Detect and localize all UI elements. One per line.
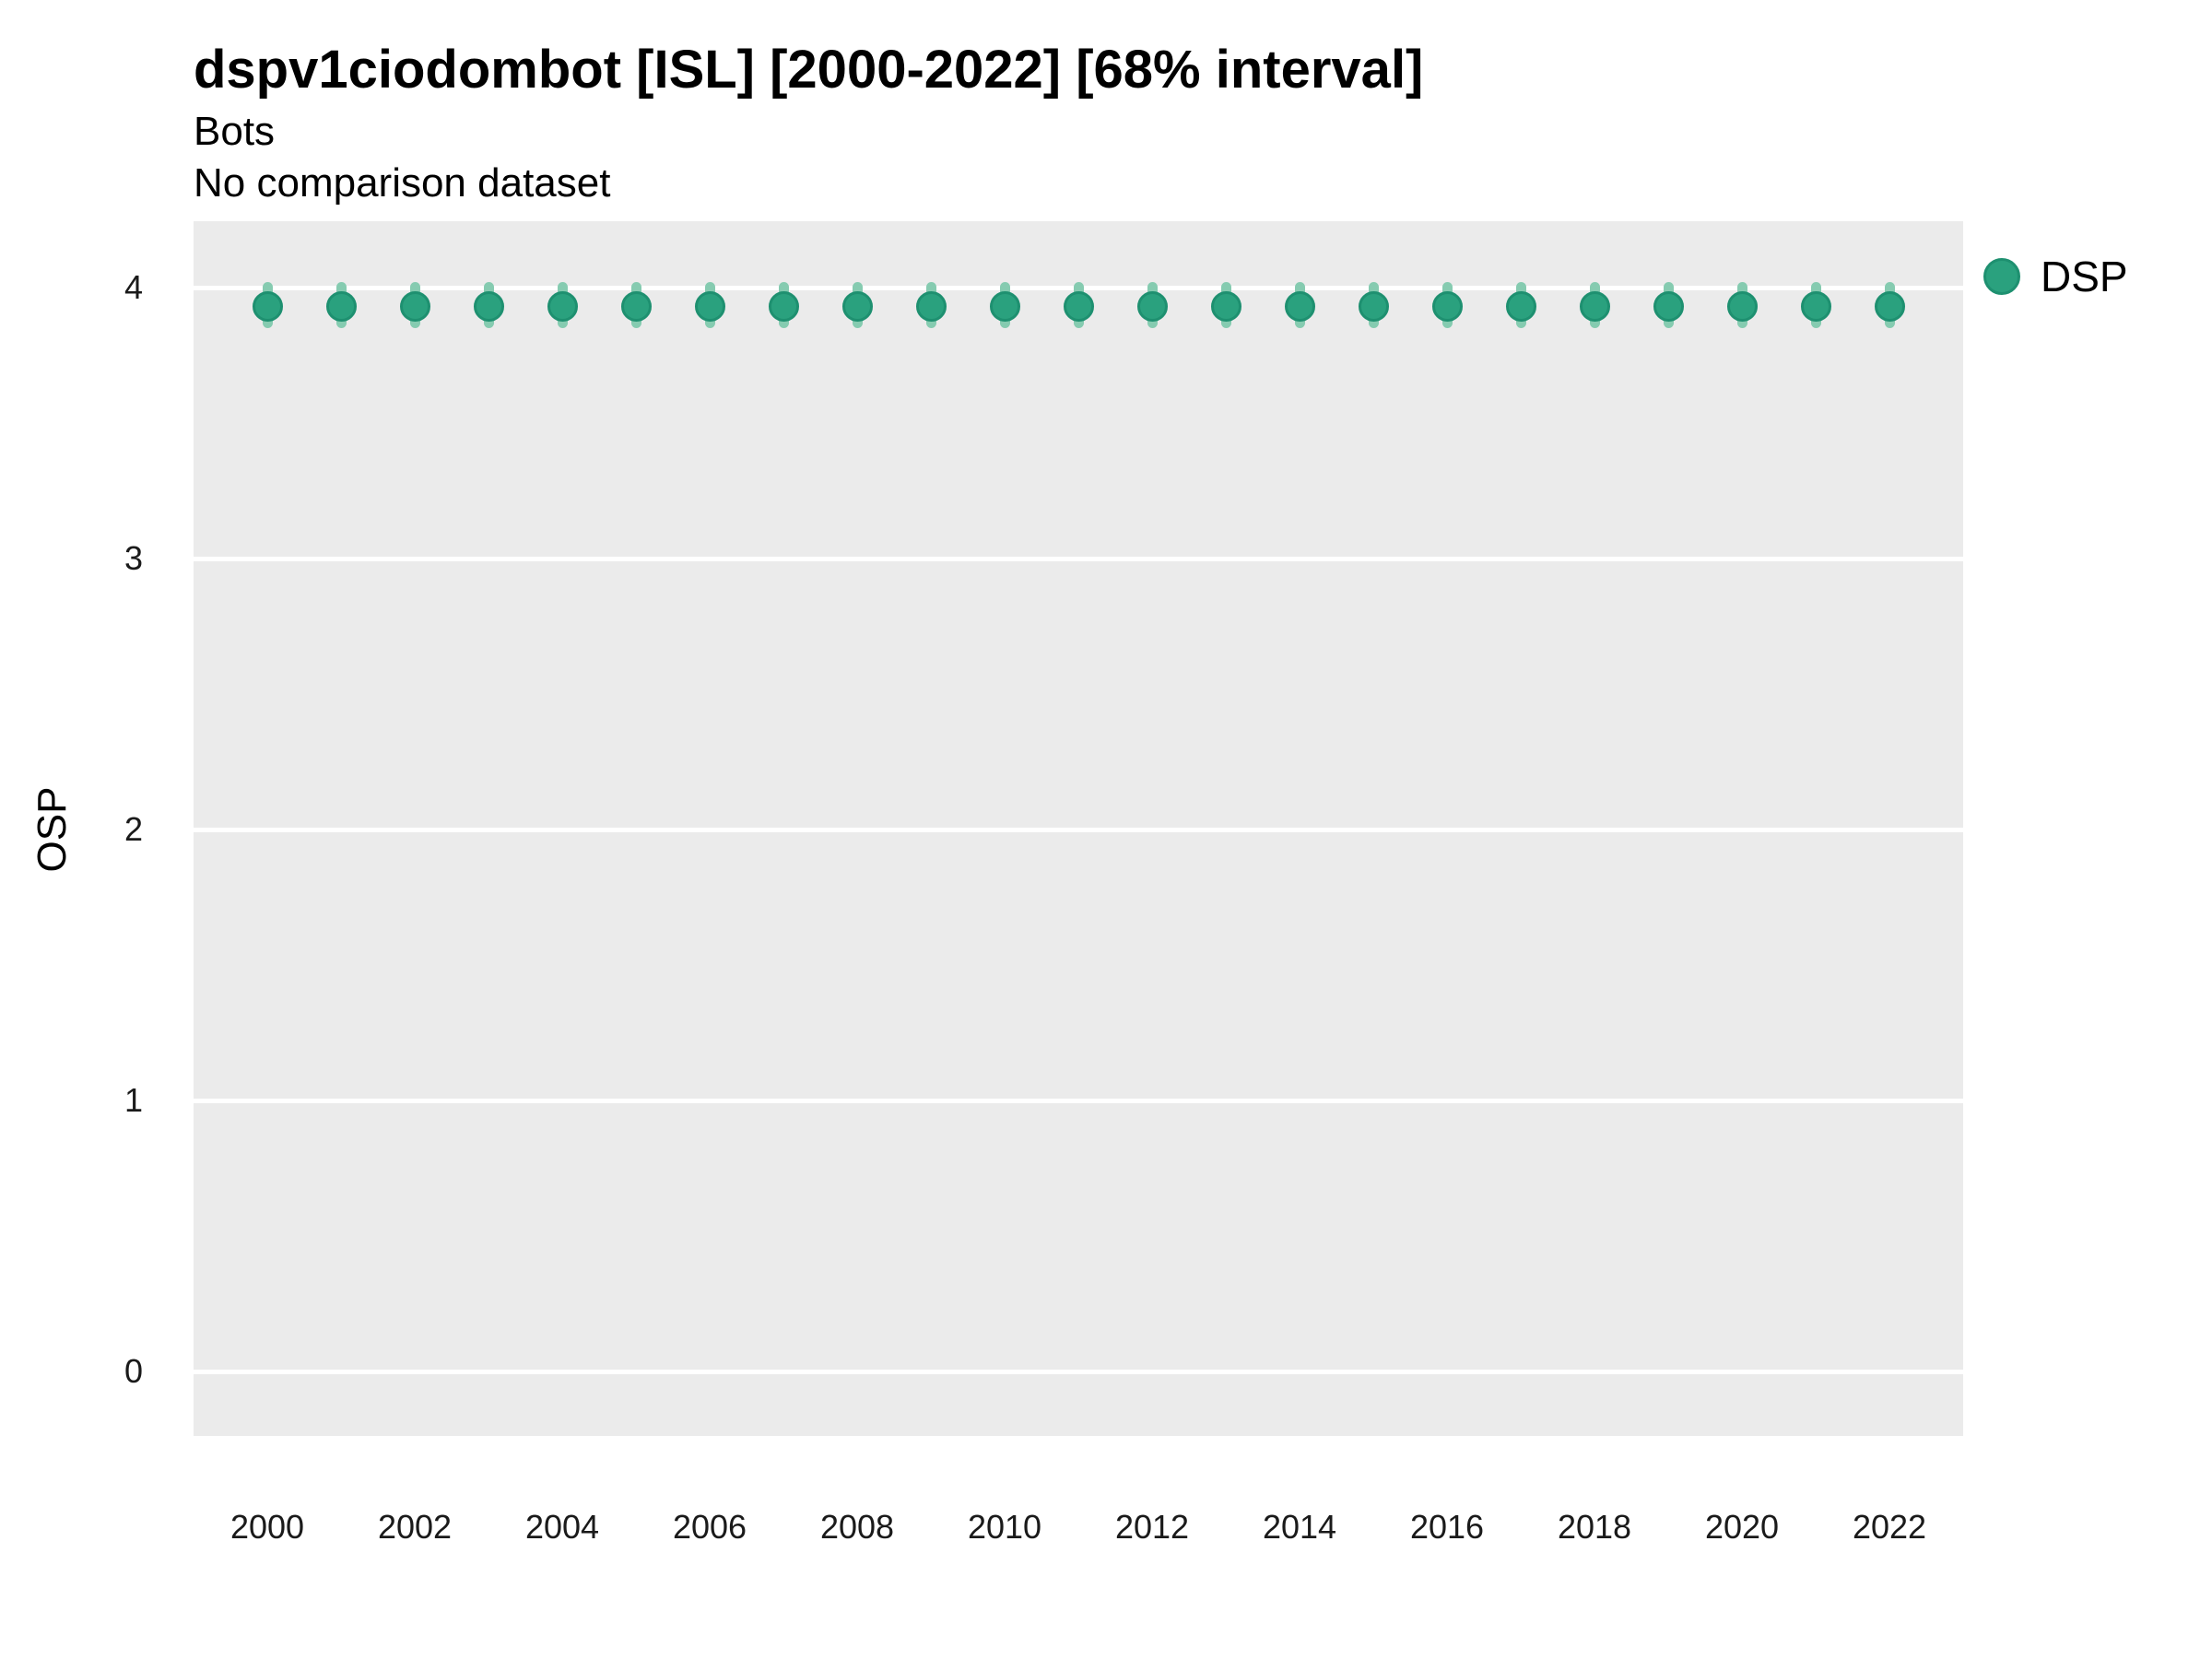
data-point-2014	[1284, 291, 1315, 323]
data-point-2006	[694, 291, 725, 323]
gridline-y-1	[194, 1098, 1963, 1103]
data-point-2018	[1579, 291, 1610, 323]
gridline-y-3	[194, 556, 1963, 561]
chart-comparison-note: No comparison dataset	[194, 160, 611, 206]
y-tick-label-2: 2	[124, 810, 143, 848]
data-point-2007	[768, 291, 799, 323]
data-point-2019	[1653, 291, 1684, 323]
x-tick-label-2018: 2018	[1557, 1508, 1632, 1546]
x-tick-label-2012: 2012	[1114, 1508, 1190, 1546]
x-tick-label-2002: 2002	[377, 1508, 453, 1546]
x-tick-label-2016: 2016	[1409, 1508, 1485, 1546]
y-tick-label-4: 4	[124, 268, 143, 306]
chart-subtitle: Bots	[194, 109, 276, 154]
legend-point-swatch	[1983, 258, 2020, 295]
data-point-2015	[1358, 291, 1389, 323]
x-tick-label-2014: 2014	[1262, 1508, 1337, 1546]
data-point-2011	[1063, 291, 1094, 323]
data-point-2009	[915, 291, 947, 323]
x-tick-label-2004: 2004	[524, 1508, 600, 1546]
data-point-2005	[620, 291, 652, 323]
x-tick-label-2006: 2006	[672, 1508, 747, 1546]
y-tick-label-3: 3	[124, 539, 143, 577]
legend-series-label: DSP	[2041, 253, 2128, 300]
gridline-y-2	[194, 827, 1963, 832]
y-tick-label-0: 0	[124, 1352, 143, 1390]
x-tick-label-2010: 2010	[967, 1508, 1042, 1546]
data-point-2004	[547, 291, 578, 323]
y-tick-label-1: 1	[124, 1081, 143, 1119]
x-tick-label-2022: 2022	[1852, 1508, 1927, 1546]
data-point-2003	[473, 291, 504, 323]
legend: DSP	[1983, 249, 2128, 304]
data-point-2020	[1726, 291, 1758, 323]
x-tick-label-2008: 2008	[819, 1508, 895, 1546]
data-point-2001	[325, 291, 357, 323]
plot-panel	[194, 221, 1963, 1436]
data-point-2016	[1431, 291, 1463, 323]
data-point-2022	[1874, 291, 1905, 323]
x-tick-label-2020: 2020	[1704, 1508, 1780, 1546]
data-point-2012	[1136, 291, 1168, 323]
data-point-2008	[841, 291, 873, 323]
data-point-2021	[1800, 291, 1831, 323]
gridline-y-0	[194, 1369, 1963, 1374]
data-point-2017	[1505, 291, 1536, 323]
data-point-2013	[1210, 291, 1241, 323]
data-point-2000	[252, 291, 283, 323]
chart-title: dspv1ciodombot [ISL] [2000-2022] [68% in…	[194, 40, 1424, 100]
x-tick-label-2000: 2000	[229, 1508, 305, 1546]
data-point-2002	[399, 291, 430, 323]
data-point-2010	[989, 291, 1020, 323]
